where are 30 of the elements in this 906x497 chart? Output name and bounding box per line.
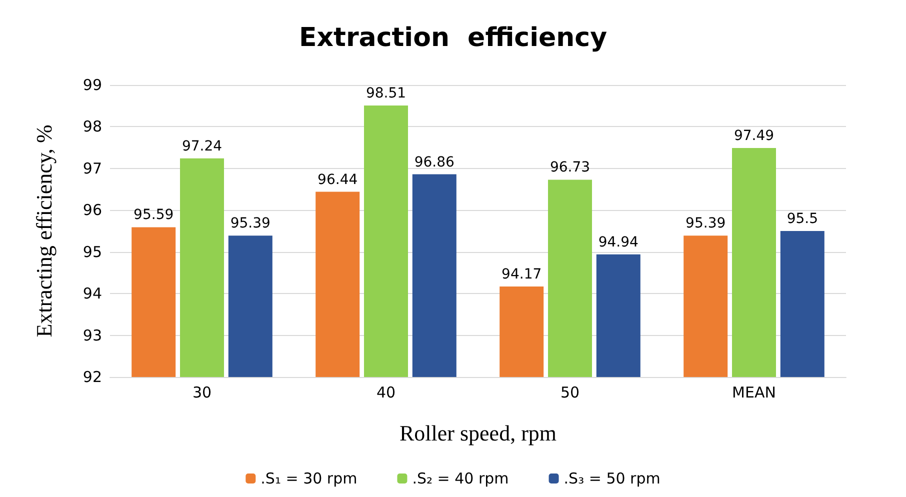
y-tick-label: 96 bbox=[82, 201, 102, 220]
data-label: 94.94 bbox=[598, 234, 639, 250]
y-tick-label: 95 bbox=[82, 242, 102, 261]
y-tick-label: 94 bbox=[82, 284, 102, 303]
legend-label: .S₁ = 30 rpm bbox=[260, 470, 358, 488]
data-label: 95.39 bbox=[230, 216, 270, 232]
y-tick-label: 92 bbox=[82, 368, 102, 386]
y-tick-label: 98 bbox=[82, 118, 102, 136]
x-tick-label: MEAN bbox=[732, 384, 776, 402]
data-label: 95.5 bbox=[786, 211, 818, 227]
chart-title: Extraction efficiency bbox=[298, 23, 608, 53]
x-axis-title: Roller speed, rpm bbox=[399, 420, 557, 446]
x-tick-label: 30 bbox=[192, 384, 212, 402]
data-label: 94.17 bbox=[502, 266, 542, 282]
y-tick-label: 97 bbox=[82, 159, 102, 178]
data-label: 96.44 bbox=[318, 172, 358, 188]
legend-label: .S₂ = 40 rpm bbox=[412, 470, 509, 488]
x-tick-label: 40 bbox=[376, 384, 396, 402]
y-axis-title: Extracting efficiency, % bbox=[32, 124, 56, 338]
data-label: 97.49 bbox=[734, 128, 774, 144]
y-tick-label: 93 bbox=[82, 326, 102, 344]
data-label: 96.86 bbox=[414, 154, 455, 170]
legend-label: .S₃ = 50 rpm bbox=[564, 470, 660, 488]
data-label: 96.73 bbox=[550, 160, 590, 176]
x-tick-label: 50 bbox=[560, 384, 580, 402]
y-tick-label: 99 bbox=[82, 76, 102, 94]
data-label: 95.59 bbox=[134, 207, 174, 224]
data-label: 98.51 bbox=[366, 85, 406, 102]
data-label: 97.24 bbox=[182, 138, 222, 154]
data-label: 95.39 bbox=[686, 216, 726, 232]
